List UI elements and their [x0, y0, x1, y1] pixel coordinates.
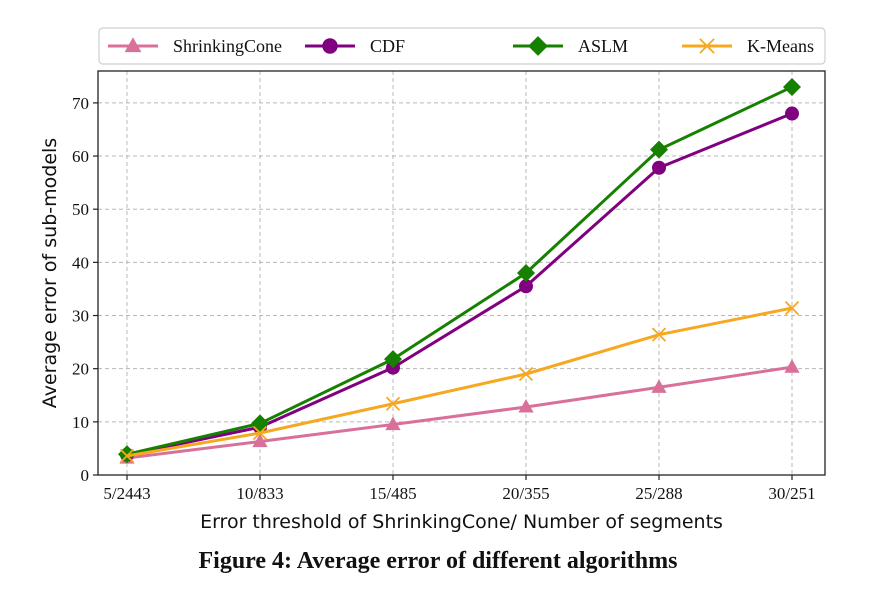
plot-frame — [97, 70, 826, 476]
y-tick-label: 70 — [72, 94, 89, 113]
y-tick-label: 20 — [72, 360, 89, 379]
y-tick-label: 0 — [81, 466, 90, 485]
series-cdf — [120, 106, 799, 462]
legend-marker — [528, 36, 548, 56]
axes: 0 10 20 30 40 50 60 70 5/2443 10/833 15/485 20/355 2… — [72, 94, 816, 503]
legend: ShrinkingCone CDF ASLM K-Means — [98, 27, 826, 65]
series-line — [126, 112, 793, 457]
x-tick-label: 20/355 — [502, 484, 549, 503]
y-tick-label: 50 — [72, 200, 89, 219]
data-point — [252, 433, 268, 448]
series-line — [126, 306, 793, 458]
data-point — [783, 77, 801, 96]
legend-label: K-Means — [747, 36, 814, 56]
y-axis-title: Average error of sub-models — [39, 138, 61, 408]
data-point — [651, 379, 667, 393]
data-point — [651, 327, 667, 342]
data-point — [118, 445, 136, 464]
y-tick-label: 40 — [72, 253, 89, 272]
legend-marker — [699, 38, 715, 54]
series-shrinkingcone — [119, 359, 800, 464]
line-chart: 0 10 20 30 40 50 60 70 5/2443 10/833 15/485 20/355 2… — [39, 27, 826, 533]
legend-entry: ASLM — [513, 36, 628, 56]
data-point — [385, 396, 401, 411]
series-layer — [118, 77, 801, 464]
x-tick-label: 10/833 — [236, 484, 283, 503]
x-tick-label: 25/288 — [635, 484, 682, 503]
data-point — [650, 140, 668, 159]
figure-caption: Figure 4: Average error of different alg… — [198, 548, 678, 574]
data-point — [652, 160, 666, 175]
legend-entry: ShrinkingCone — [108, 36, 282, 56]
series-aslm — [118, 77, 801, 464]
x-tick-label: 30/251 — [768, 484, 815, 503]
data-point — [784, 300, 800, 316]
data-point — [518, 366, 534, 382]
legend-label: ShrinkingCone — [173, 36, 282, 56]
legend-entry: K-Means — [682, 36, 814, 56]
data-point — [119, 448, 135, 463]
legend-label: ASLM — [578, 36, 628, 56]
y-tick-label: 30 — [72, 307, 89, 326]
x-tick-label: 15/485 — [369, 484, 416, 503]
legend-entry: CDF — [305, 36, 405, 56]
y-tick-label: 60 — [72, 147, 89, 166]
y-tick-label: 10 — [72, 413, 89, 432]
legend-marker — [322, 38, 338, 54]
data-point — [784, 359, 800, 373]
data-point — [518, 398, 534, 413]
x-axis-title: Error threshold of ShrinkingCone/ Number… — [200, 511, 723, 533]
legend-frame — [98, 27, 826, 65]
series-line — [126, 365, 793, 460]
data-point — [385, 416, 401, 431]
legend-marker — [124, 37, 142, 53]
x-tick-label: 5/2443 — [103, 484, 150, 503]
legend-label: CDF — [370, 36, 405, 56]
data-point — [785, 106, 799, 121]
series-line — [126, 85, 793, 456]
data-point — [519, 279, 533, 294]
data-point — [517, 264, 535, 282]
series-k-means — [119, 300, 800, 463]
data-point — [384, 350, 402, 369]
data-point — [252, 425, 268, 441]
